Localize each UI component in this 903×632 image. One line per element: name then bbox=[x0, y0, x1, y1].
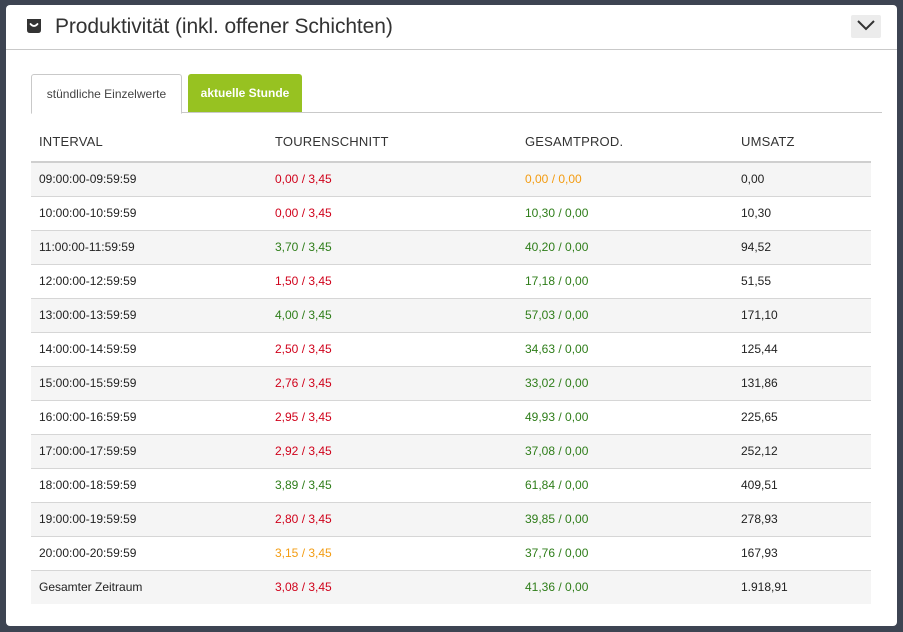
cell-gesamtprod: 33,02 / 0,00 bbox=[517, 365, 733, 400]
cell-umsatz: 278,93 bbox=[733, 501, 871, 536]
cell-interval: 09:00:00-09:59:59 bbox=[31, 162, 267, 196]
cell-umsatz: 409,51 bbox=[733, 467, 871, 502]
cell-umsatz: 0,00 bbox=[733, 162, 871, 196]
cell-umsatz: 94,52 bbox=[733, 229, 871, 264]
table-row: 17:00:00-17:59:59 2,92 / 3,45 37,08 / 0,00… bbox=[31, 433, 871, 468]
cell-tourenschnitt: 3,08 / 3,45 bbox=[267, 569, 517, 604]
panel-header: Produktivität (inkl. offener Schichten) bbox=[6, 5, 897, 50]
cell-gesamtprod: 10,30 / 0,00 bbox=[517, 195, 733, 230]
column-header-interval[interactable]: INTERVAL bbox=[31, 122, 267, 163]
table-row: 14:00:00-14:59:59 2,50 / 3,45 34,63 / 0,00… bbox=[31, 331, 871, 366]
cell-interval: 11:00:00-11:59:59 bbox=[31, 229, 267, 264]
cell-gesamtprod: 40,20 / 0,00 bbox=[517, 229, 733, 264]
cell-gesamtprod: 34,63 / 0,00 bbox=[517, 331, 733, 366]
table-row: 09:00:00-09:59:59 0,00 / 3,45 0,00 / 0,00 0… bbox=[31, 162, 871, 196]
productivity-table: INTERVAL TOURENSCHNITT GESAMTPROD. UMSAT… bbox=[31, 122, 871, 604]
column-header-tourenschnitt[interactable]: TOURENSCHNITT bbox=[267, 122, 517, 163]
cell-umsatz: 1.918,91 bbox=[733, 569, 871, 604]
cell-interval: 10:00:00-10:59:59 bbox=[31, 195, 267, 230]
cell-tourenschnitt: 0,00 / 3,45 bbox=[267, 162, 517, 196]
cell-tourenschnitt: 3,15 / 3,45 bbox=[267, 535, 517, 570]
cell-gesamtprod: 17,18 / 0,00 bbox=[517, 263, 733, 298]
cell-tourenschnitt: 2,80 / 3,45 bbox=[267, 501, 517, 536]
cell-gesamtprod: 37,76 / 0,00 bbox=[517, 535, 733, 570]
table-header-row: INTERVAL TOURENSCHNITT GESAMTPROD. UMSAT… bbox=[31, 122, 871, 163]
cell-umsatz: 225,65 bbox=[733, 399, 871, 434]
table-row: 10:00:00-10:59:59 0,00 / 3,45 10,30 / 0,00… bbox=[31, 195, 871, 230]
table-row: 18:00:00-18:59:59 3,89 / 3,45 61,84 / 0,00… bbox=[31, 467, 871, 502]
cell-umsatz: 171,10 bbox=[733, 297, 871, 332]
cell-interval: 17:00:00-17:59:59 bbox=[31, 433, 267, 468]
table-row: 19:00:00-19:59:59 2,80 / 3,45 39,85 / 0,00… bbox=[31, 501, 871, 536]
tab-label: aktuelle Stunde bbox=[200, 86, 290, 100]
cell-gesamtprod: 37,08 / 0,00 bbox=[517, 433, 733, 468]
table-row: 15:00:00-15:59:59 2,76 / 3,45 33,02 / 0,00… bbox=[31, 365, 871, 400]
cell-interval: 18:00:00-18:59:59 bbox=[31, 467, 267, 502]
cell-tourenschnitt: 1,50 / 3,45 bbox=[267, 263, 517, 298]
column-header-gesamtprod[interactable]: GESAMTPROD. bbox=[517, 122, 733, 163]
cell-interval: 13:00:00-13:59:59 bbox=[31, 297, 267, 332]
table-row: 13:00:00-13:59:59 4,00 / 3,45 57,03 / 0,00… bbox=[31, 297, 871, 332]
cell-tourenschnitt: 2,92 / 3,45 bbox=[267, 433, 517, 468]
cell-interval: Gesamter Zeitraum bbox=[31, 569, 267, 604]
cell-umsatz: 252,12 bbox=[733, 433, 871, 468]
tab-hourly-values[interactable]: stündliche Einzelwerte bbox=[31, 74, 182, 114]
cell-interval: 20:00:00-20:59:59 bbox=[31, 535, 267, 570]
productivity-panel: Produktivität (inkl. offener Schichten) … bbox=[6, 5, 897, 626]
cell-tourenschnitt: 2,95 / 3,45 bbox=[267, 399, 517, 434]
cell-gesamtprod: 39,85 / 0,00 bbox=[517, 501, 733, 536]
bag-icon bbox=[25, 17, 43, 35]
cell-tourenschnitt: 4,00 / 3,45 bbox=[267, 297, 517, 332]
cell-gesamtprod: 41,36 / 0,00 bbox=[517, 569, 733, 604]
table-row: 16:00:00-16:59:59 2,95 / 3,45 49,93 / 0,00… bbox=[31, 399, 871, 434]
cell-umsatz: 10,30 bbox=[733, 195, 871, 230]
cell-gesamtprod: 0,00 / 0,00 bbox=[517, 162, 733, 196]
table-row: 12:00:00-12:59:59 1,50 / 3,45 17,18 / 0,00… bbox=[31, 263, 871, 298]
cell-tourenschnitt: 3,89 / 3,45 bbox=[267, 467, 517, 502]
table-body: 09:00:00-09:59:59 0,00 / 3,45 0,00 / 0,00 0… bbox=[31, 162, 871, 604]
tab-current-hour[interactable]: aktuelle Stunde bbox=[188, 74, 302, 112]
cell-interval: 14:00:00-14:59:59 bbox=[31, 331, 267, 366]
tab-label: stündliche Einzelwerte bbox=[46, 87, 167, 101]
cell-gesamtprod: 57,03 / 0,00 bbox=[517, 297, 733, 332]
cell-tourenschnitt: 3,70 / 3,45 bbox=[267, 229, 517, 264]
cell-umsatz: 131,86 bbox=[733, 365, 871, 400]
cell-interval: 19:00:00-19:59:59 bbox=[31, 501, 267, 536]
cell-umsatz: 51,55 bbox=[733, 263, 871, 298]
cell-tourenschnitt: 2,76 / 3,45 bbox=[267, 365, 517, 400]
chevron-down-icon bbox=[857, 18, 875, 36]
cell-interval: 16:00:00-16:59:59 bbox=[31, 399, 267, 434]
table-row: 20:00:00-20:59:59 3,15 / 3,45 37,76 / 0,00… bbox=[31, 535, 871, 570]
cell-tourenschnitt: 2,50 / 3,45 bbox=[267, 331, 517, 366]
collapse-button[interactable] bbox=[851, 15, 881, 38]
column-header-umsatz[interactable]: UMSATZ bbox=[733, 122, 871, 163]
cell-interval: 15:00:00-15:59:59 bbox=[31, 365, 267, 400]
table-row: Gesamter Zeitraum 3,08 / 3,45 41,36 / 0,00… bbox=[31, 569, 871, 604]
cell-umsatz: 125,44 bbox=[733, 331, 871, 366]
tab-bar: stündliche Einzelwerte aktuelle Stunde bbox=[31, 74, 882, 114]
cell-tourenschnitt: 0,00 / 3,45 bbox=[267, 195, 517, 230]
panel-title: Produktivität (inkl. offener Schichten) bbox=[55, 15, 393, 38]
table-row: 11:00:00-11:59:59 3,70 / 3,45 40,20 / 0,00… bbox=[31, 229, 871, 264]
cell-gesamtprod: 49,93 / 0,00 bbox=[517, 399, 733, 434]
cell-umsatz: 167,93 bbox=[733, 535, 871, 570]
cell-interval: 12:00:00-12:59:59 bbox=[31, 263, 267, 298]
cell-gesamtprod: 61,84 / 0,00 bbox=[517, 467, 733, 502]
